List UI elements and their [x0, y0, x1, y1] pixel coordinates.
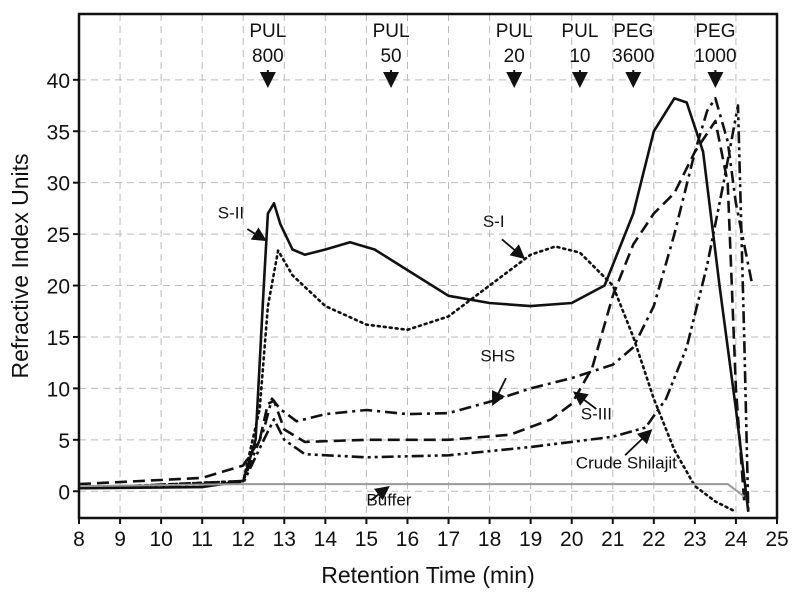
- x-axis-label: Retention Time (min): [321, 562, 534, 588]
- series-line-crude-shilajit: [78, 104, 750, 512]
- marker-label-line2: 50: [380, 46, 401, 67]
- annotation-label: S-II: [218, 204, 244, 223]
- x-tick-label: 11: [191, 528, 213, 551]
- annotation-arrow-icon: [572, 391, 597, 410]
- ticks: 8 9 10 11 12 13 14 15 16 17 18 19 20 21 22 23 24 25 0 5 10 15…: [47, 70, 789, 551]
- y-tick-label: 30: [47, 173, 70, 196]
- x-tick-label: 17: [437, 528, 460, 551]
- y-axis-label: Refractive Index Units: [7, 154, 33, 379]
- series-line-buffer: [78, 483, 745, 498]
- marker-label-line2: 10: [569, 46, 590, 67]
- x-tick-label: 16: [396, 528, 419, 551]
- series-line-s-iii: [78, 119, 746, 502]
- y-tick-label: 10: [47, 378, 70, 401]
- annotation-arrow-icon: [246, 227, 267, 242]
- x-tick-label: 9: [114, 528, 126, 551]
- x-tick-label: 10: [149, 528, 172, 551]
- x-tick-label: 18: [478, 528, 501, 551]
- annotations: S-II S-I SHS S-III Crude Shilajit Buffer: [218, 204, 678, 510]
- y-tick-label: 0: [58, 481, 70, 504]
- marker-label-line1: PEG: [613, 21, 653, 42]
- x-tick-label: 13: [273, 528, 296, 551]
- series-line-s-i: [77, 245, 738, 514]
- series-line-shs: [78, 97, 754, 490]
- marker-label-line2: 1000: [694, 46, 736, 67]
- y-tick-label: 20: [47, 276, 70, 299]
- grid: [79, 14, 777, 518]
- y-tick-label: 5: [58, 430, 70, 453]
- marker-label-line2: 800: [252, 46, 284, 67]
- marker-label-line1: PUL: [373, 21, 410, 42]
- annotation-arrow-icon: [501, 238, 526, 260]
- x-tick-label: 15: [355, 528, 378, 551]
- x-tick-label: 19: [519, 528, 542, 551]
- x-tick-label: 12: [232, 528, 255, 551]
- x-tick-label: 25: [765, 528, 788, 551]
- x-tick-label: 8: [73, 528, 85, 551]
- x-tick-label: 24: [724, 528, 748, 551]
- y-tick-label: 25: [47, 224, 70, 247]
- annotation-arrow-icon: [369, 486, 390, 502]
- marker-label-line1: PUL: [561, 21, 598, 42]
- annotation-arrow-icon: [492, 377, 507, 407]
- x-tick-label: 22: [642, 528, 665, 551]
- annotation-label: S-I: [483, 212, 505, 231]
- y-tick-label: 40: [47, 70, 70, 93]
- plot-frame: [77, 12, 779, 520]
- x-tick-label: 23: [683, 528, 706, 551]
- series-line-s-ii: [78, 97, 750, 512]
- annotation-label: Crude Shilajit: [576, 454, 677, 473]
- marker-label-line1: PUL: [249, 21, 286, 42]
- y-tick-label: 15: [47, 327, 70, 350]
- annotation-label: SHS: [480, 347, 515, 366]
- marker-label-line1: PEG: [695, 21, 735, 42]
- y-tick-label: 35: [47, 121, 70, 144]
- marker-label-line2: 20: [504, 46, 525, 67]
- annotation-label: S-III: [581, 404, 612, 423]
- annotation-label: Buffer: [366, 491, 411, 510]
- marker-label-line2: 3600: [612, 46, 654, 67]
- x-tick-label: 21: [601, 528, 624, 551]
- standard-markers: PUL 800 PUL 50 PUL 20 PUL 10 PEG 3600 PEG 1000: [249, 21, 737, 88]
- series-group: [77, 97, 754, 514]
- marker-label-line1: PUL: [496, 21, 533, 42]
- x-tick-label: 20: [560, 528, 583, 551]
- annotation-arrow-icon: [624, 429, 653, 456]
- x-tick-label: 14: [314, 528, 338, 551]
